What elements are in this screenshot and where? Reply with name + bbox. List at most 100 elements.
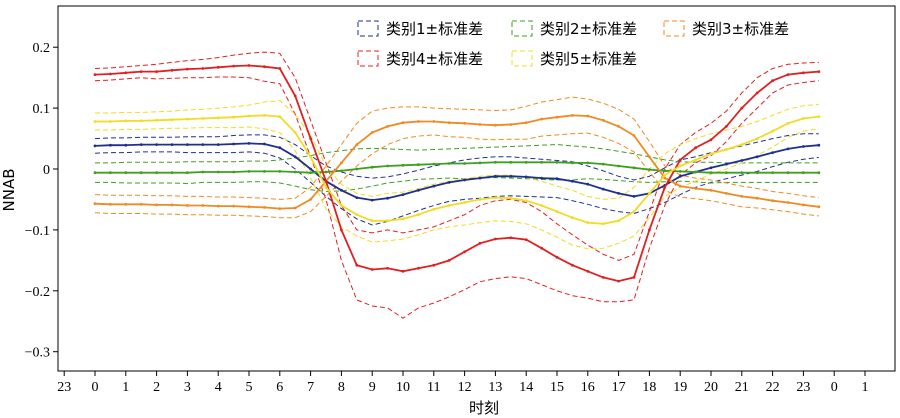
series-5-point: [524, 199, 528, 203]
x-tick-label: 23: [796, 380, 810, 395]
series-3-point: [555, 115, 559, 119]
series-5-point: [109, 120, 112, 123]
series-1-point: [432, 184, 436, 188]
series-2-point: [216, 170, 220, 174]
series-3-point: [678, 184, 682, 188]
series-4-point: [586, 269, 590, 273]
legend-swatch: [357, 50, 379, 67]
series-4-point: [771, 79, 774, 83]
series-2-lower-band: [95, 176, 819, 193]
series-4-mean-line: [94, 64, 819, 283]
series-2-point: [709, 171, 713, 175]
series-3-point: [740, 195, 744, 198]
series-5-point: [278, 115, 282, 118]
series-3-point: [694, 187, 697, 190]
series-3-upper-band: [94, 96, 819, 200]
series-2-point: [524, 160, 528, 164]
series-1-point: [678, 174, 682, 178]
series-4-point: [340, 228, 343, 232]
series-1-point: [509, 174, 513, 178]
series-5-point: [571, 216, 574, 220]
series-2-point: [478, 161, 482, 165]
series-3-point: [201, 204, 205, 207]
legend-item-2: 类别2±标准差: [511, 20, 637, 38]
x-tick-label: 4: [215, 380, 222, 395]
series-4-point: [540, 246, 543, 250]
series-3-point: [601, 118, 605, 122]
series-4-point: [155, 70, 159, 73]
x-tick-label: 7: [307, 380, 314, 395]
x-axis-title: 时刻: [469, 399, 499, 417]
series-5-point: [216, 116, 220, 120]
series-2-point: [401, 163, 405, 167]
x-tick-label: 17: [612, 380, 626, 395]
series-4-point: [293, 94, 297, 98]
series-5-point: [771, 129, 774, 133]
series-3-point: [447, 121, 451, 125]
series-2-point: [802, 171, 805, 175]
series-1-point: [601, 187, 605, 191]
series-2-point: [540, 160, 543, 164]
y-tick-label: 0: [43, 163, 50, 178]
series-4-point: [725, 125, 728, 128]
series-5-point: [709, 152, 713, 156]
series-3-point: [293, 206, 297, 210]
series-5-point: [632, 210, 636, 214]
series-4-point: [309, 137, 312, 141]
x-tick-label: 12: [458, 380, 472, 395]
series-2-point: [678, 170, 682, 173]
series-5-point: [817, 115, 821, 118]
x-tick-label: 15: [550, 380, 564, 395]
x-tick-label: 22: [766, 380, 780, 395]
series-2-point: [663, 169, 667, 173]
series-4-point: [663, 185, 667, 189]
series-3-point: [386, 125, 389, 128]
series-2-point: [124, 171, 128, 175]
series-3-point: [494, 123, 497, 127]
series-2-point: [771, 171, 774, 175]
series-3-point: [540, 117, 543, 121]
series-5-point: [170, 118, 174, 122]
series-3-point: [370, 131, 374, 134]
x-tick-label: 1: [862, 380, 869, 395]
series-5-point: [293, 131, 297, 134]
x-tick-label: 9: [369, 380, 376, 395]
series-4-point: [648, 228, 651, 232]
legend-label: 类别1±标准差: [386, 20, 483, 38]
series-3-point: [139, 202, 143, 206]
x-tick-label: 20: [704, 380, 718, 395]
series-1-point: [524, 175, 528, 179]
legend-label: 类别3±标准差: [692, 20, 789, 38]
series-2-point: [263, 170, 266, 173]
series-5-point: [309, 155, 312, 159]
series-1-point: [771, 151, 774, 155]
series-3-point: [463, 121, 466, 125]
legend-item-4: 类别4±标准差: [357, 50, 483, 68]
series-1-point: [263, 142, 266, 146]
series-4-point: [447, 259, 451, 262]
series-3-point: [186, 204, 189, 207]
series-5-point: [540, 204, 543, 207]
plot-frame: [57, 5, 896, 372]
series-5-point: [678, 164, 682, 168]
series-4-point: [678, 158, 682, 162]
series-3-point: [124, 202, 128, 206]
series-1-point: [447, 181, 451, 184]
legend-item-3: 类别3±标准差: [663, 20, 789, 38]
series-5-point: [232, 115, 236, 119]
x-tick-label: 0: [831, 380, 838, 395]
series-3-point: [632, 134, 636, 137]
series-4-point: [263, 65, 266, 69]
series-4-point: [817, 70, 821, 73]
x-tick-label: 3: [184, 380, 191, 395]
series-3-point: [802, 203, 805, 207]
series-3-point: [524, 121, 528, 125]
series-5-point: [740, 143, 744, 147]
series-4-point: [632, 276, 636, 279]
series-3-point: [278, 207, 282, 211]
series-4-point: [93, 73, 97, 76]
series-2-point: [571, 161, 574, 165]
series-2-point: [509, 160, 513, 164]
